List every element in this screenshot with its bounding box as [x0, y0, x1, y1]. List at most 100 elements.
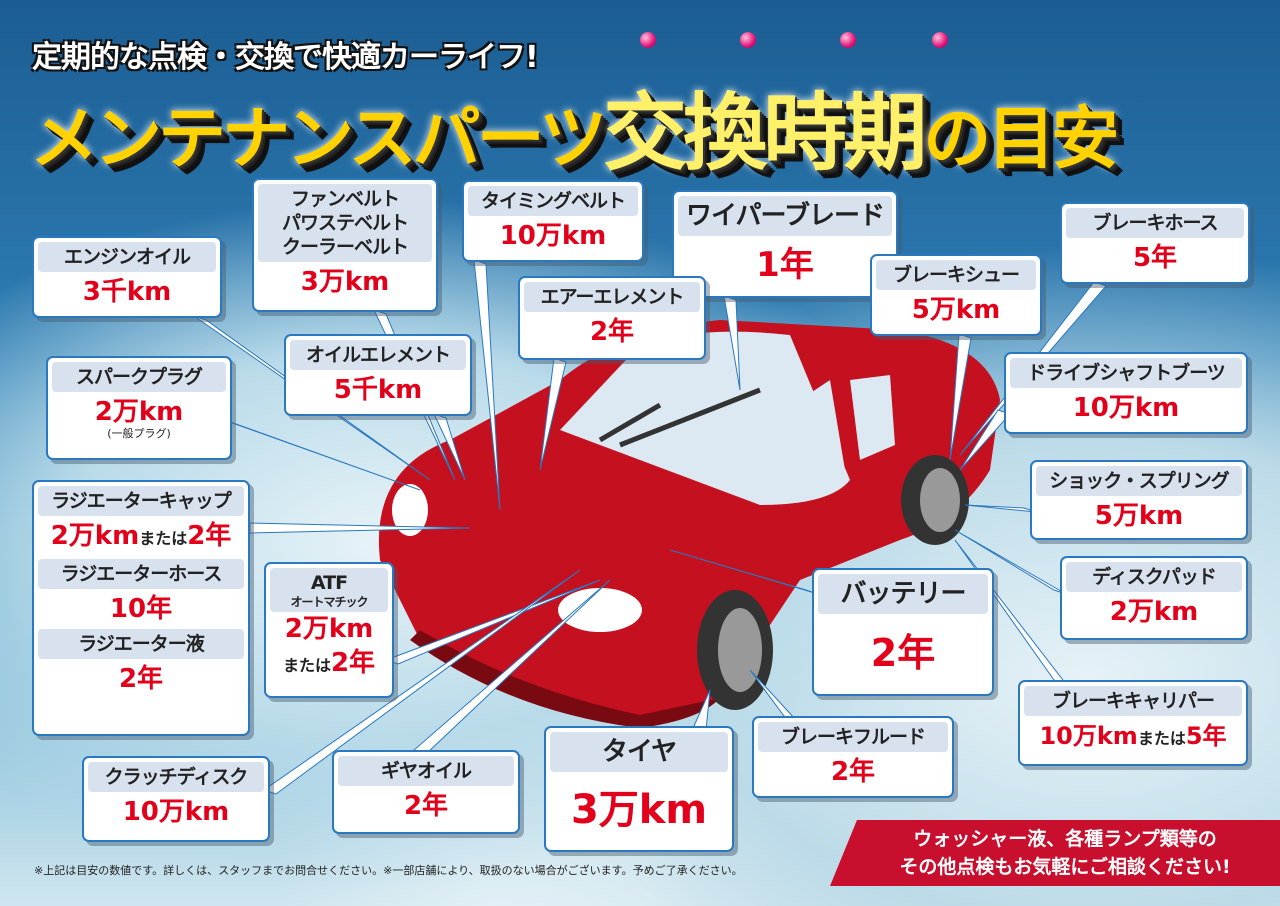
part-label: エアーエレメント: [524, 282, 700, 312]
part-label: ドライブシャフトブーツ: [1010, 358, 1242, 388]
part-box: エアーエレメント 2年: [518, 276, 706, 360]
part-value: 5千km: [290, 370, 466, 410]
title-part: の目安: [923, 100, 1119, 179]
emphasis-dot: [640, 32, 656, 48]
part-label: ディスクパッド: [1066, 562, 1242, 592]
value: 2年: [403, 791, 449, 821]
emphasis-dot: [932, 32, 948, 48]
value: 2万km: [50, 521, 140, 551]
part-box: ディスクパッド 2万km: [1060, 556, 1248, 640]
consultation-banner: ウォッシャー液、各種ランプ類等の その他点検もお気軽にご相談ください!: [830, 820, 1280, 886]
part-value: 10万km: [468, 216, 638, 256]
part-label: ブレーキフルード: [758, 722, 948, 752]
value: 10万km: [1072, 393, 1180, 423]
part-label: ブレーキキャリパー: [1024, 686, 1242, 716]
part-label-text: スパークプラグ: [75, 366, 203, 388]
footer-note: ※上記は目安の数値です。詳しくは、スタッフまでお問合せください。※一部店舗により…: [34, 864, 743, 877]
part-value: 5年: [1066, 238, 1244, 278]
or-text: または: [1137, 729, 1186, 748]
part-value: 2年: [524, 312, 700, 352]
car-icon: [378, 320, 1000, 728]
value: 2年: [589, 317, 635, 347]
callout-line: [723, 295, 741, 391]
or-text: または: [139, 529, 188, 548]
part-label-text: ブレーキシュー: [892, 264, 1020, 286]
part-label: バッテリー: [818, 574, 988, 614]
title-part: 交換時期: [603, 84, 927, 182]
subtitle: 定期的な点検・交換で快適カーライフ!: [32, 40, 539, 75]
part-value: 3万km: [550, 772, 728, 848]
part-label-text: ブレーキフルード: [780, 726, 926, 748]
part-value: 2万km: [1066, 592, 1242, 632]
part-box: ファンベルト パワステベルト クーラーベルト 3万km: [252, 178, 438, 312]
part-value: 2万kmまたは2年: [38, 516, 244, 559]
part-value: 10万km: [1010, 388, 1242, 428]
value: 5年: [1185, 722, 1227, 750]
part-label-text: バッテリー: [840, 579, 966, 609]
part-box: エンジンオイル 3千km: [32, 236, 222, 318]
part-label-text: ブレーキホース: [1092, 212, 1218, 234]
radiator-box: ラジエーターキャップ 2万kmまたは2年 ラジエーターホース 10年 ラジエータ…: [32, 480, 250, 736]
part-value: 2年: [338, 786, 514, 826]
part-label-text: ドライブシャフトブーツ: [1027, 362, 1226, 384]
value: 2万km: [284, 614, 374, 644]
value: 1年: [756, 245, 814, 285]
value: 5千km: [333, 375, 423, 405]
banner-line: その他点検もお気軽にご相談ください!: [899, 856, 1231, 878]
part-label: ワイパーブレード: [678, 196, 892, 236]
callout-line: [473, 259, 501, 511]
part-label-text: エアーエレメント: [540, 286, 685, 308]
part-label: ファンベルト パワステベルト クーラーベルト: [258, 184, 432, 262]
callout-line: [223, 419, 421, 491]
part-label-text: ギヤオイル: [380, 760, 472, 782]
emphasis-dot: [740, 32, 756, 48]
part-label: ATF オートマチック: [270, 568, 388, 612]
part-label-text: ショック・スプリング: [1049, 470, 1230, 492]
part-value: 5万km: [1036, 496, 1242, 536]
part-box: ワイパーブレード 1年: [672, 190, 898, 298]
page-title: メンテナンスパーツ交換時期の目安: [30, 66, 1119, 187]
part-box: ドライブシャフトブーツ 10万km: [1004, 352, 1248, 434]
part-value: 2年: [818, 614, 988, 692]
part-label: ラジエーター液: [38, 629, 244, 659]
value: 2万km: [1109, 597, 1199, 627]
part-box: ATF オートマチック 2万km または2年: [264, 562, 394, 698]
part-box: オイルエレメント 5千km: [284, 334, 472, 416]
part-value: 3千km: [38, 272, 216, 312]
part-box: ブレーキフルード 2年: [752, 716, 954, 798]
callout-line: [949, 333, 972, 461]
value: 10万km: [1039, 722, 1138, 750]
part-value: 10万kmまたは5年: [1024, 716, 1242, 759]
part-label: オイルエレメント: [290, 340, 466, 370]
value: 5万km: [911, 295, 1001, 325]
callout-line: [433, 413, 466, 481]
or-text: または: [282, 656, 331, 675]
part-label: ラジエーターホース: [38, 559, 244, 589]
value: 3千km: [82, 277, 172, 307]
part-value: 10年: [109, 594, 173, 624]
part-label: エンジンオイル: [38, 242, 216, 272]
part-label-text: ディスクパッド: [1092, 566, 1217, 588]
part-label: ブレーキホース: [1066, 208, 1244, 238]
part-note: (一般プラグ): [107, 427, 171, 440]
part-value: 2年: [758, 752, 948, 792]
part-sublabel: オートマチック: [290, 595, 368, 609]
part-label: ラジエーターキャップ: [38, 486, 244, 516]
part-box: タイミングベルト 10万km: [462, 180, 644, 262]
value: 2年: [870, 631, 936, 675]
banner-line: ウォッシャー液、各種ランプ類等の: [913, 828, 1217, 850]
value: 2万km: [94, 397, 184, 427]
part-label: クラッチディスク: [88, 762, 264, 792]
value: 10万km: [499, 221, 607, 251]
callout-line: [249, 522, 471, 534]
part-label-text: ブレーキキャリパー: [1051, 690, 1215, 712]
part-label-text: オイルエレメント: [305, 344, 451, 366]
part-label: ギヤオイル: [338, 756, 514, 786]
part-box: タイヤ 3万km: [544, 726, 734, 852]
part-value: 3万km: [258, 262, 432, 302]
part-label-text: ファンベルト パワステベルト クーラーベルト: [281, 188, 409, 258]
part-label-text: エンジンオイル: [63, 246, 191, 268]
part-box: ブレーキホース 5年: [1060, 202, 1250, 284]
value: 5年: [1132, 243, 1178, 273]
